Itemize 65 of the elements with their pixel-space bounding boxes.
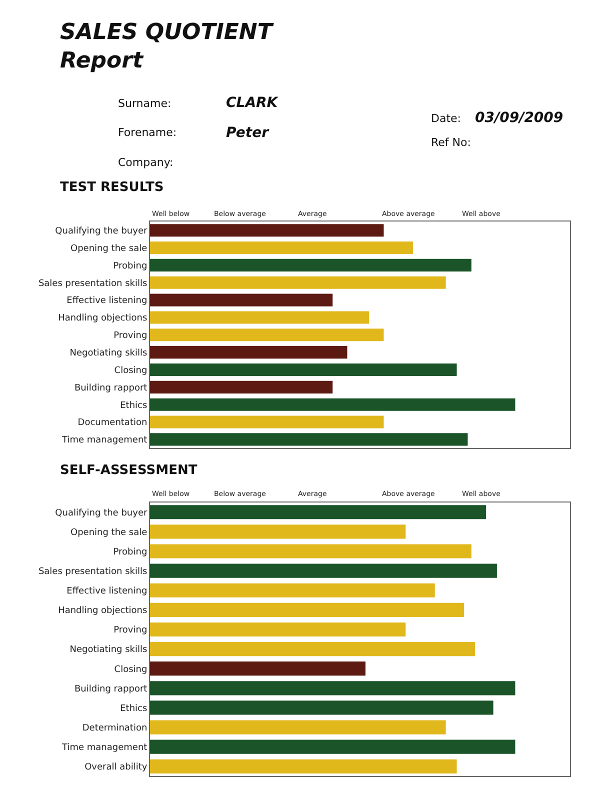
y-tick-label: Opening the sale — [70, 528, 148, 538]
chart-title: TEST RESULTS — [60, 180, 164, 195]
y-tick-label: Negotiating skills — [70, 348, 148, 358]
y-tick-label: Time management — [61, 742, 148, 753]
bar — [150, 544, 472, 558]
y-tick-label: Time management — [61, 436, 148, 446]
text: Forename: — [118, 126, 177, 139]
bar — [150, 524, 406, 539]
bar — [150, 740, 516, 754]
bar — [150, 564, 497, 578]
bar — [150, 622, 406, 637]
y-tick-label: Determination — [82, 723, 148, 734]
text: SALES QUOTIENT Report — [60, 20, 274, 74]
bar — [150, 759, 457, 774]
bar — [150, 700, 494, 715]
y-tick-label: Negotiating skills — [70, 645, 148, 656]
text: CLARK — [226, 95, 279, 111]
bar — [150, 398, 516, 411]
y-tick-label: Probing — [113, 261, 148, 272]
bar — [150, 505, 486, 520]
y-tick-label: Handling objections — [58, 606, 148, 616]
bar — [150, 380, 333, 394]
y-tick-label: Handling objections — [58, 314, 148, 324]
bar — [150, 258, 472, 272]
bar — [150, 720, 446, 734]
y-tick-label: Ethics — [120, 400, 148, 411]
bar — [150, 433, 468, 446]
bar — [150, 276, 446, 289]
chart-title: SELF-ASSESSMENT — [60, 463, 198, 478]
bar — [150, 311, 370, 324]
bar — [150, 416, 384, 428]
y-tick-label: Probing — [113, 547, 148, 558]
bar — [150, 294, 333, 306]
y-tick-label: Qualifying the buyer — [55, 226, 148, 236]
y-tick-label: Building rapport — [74, 383, 148, 394]
y-tick-label: Ethics — [120, 704, 148, 714]
text: 03/09/2009 — [475, 110, 564, 126]
text: Company: — [118, 156, 174, 169]
y-tick-label: Overall ability — [84, 762, 148, 773]
bar — [150, 241, 413, 254]
bar — [150, 583, 435, 598]
y-tick-label: Effective listening — [66, 296, 148, 306]
y-tick-label: Building rapport — [74, 684, 148, 694]
y-tick-label: Closing — [114, 664, 148, 675]
text: Surname: — [118, 97, 172, 110]
y-tick-label: Closing — [114, 366, 148, 376]
text: Ref No: — [431, 136, 471, 149]
y-tick-label: Sales presentation skills — [38, 278, 148, 289]
y-tick-label: Proving — [114, 331, 148, 342]
y-tick-label: Proving — [114, 626, 148, 636]
bar — [150, 363, 457, 376]
bar — [150, 328, 384, 342]
y-tick-label: Effective listening — [66, 586, 148, 597]
bar — [150, 346, 348, 359]
y-tick-label: Opening the sale — [70, 244, 148, 254]
bar — [150, 642, 476, 656]
y-tick-label: Documentation — [78, 418, 148, 428]
bar — [150, 662, 366, 676]
bar — [150, 602, 464, 617]
text: Peter — [226, 125, 270, 141]
bar — [150, 681, 516, 696]
y-tick-label: Qualifying the buyer — [55, 508, 148, 518]
bar — [150, 224, 384, 237]
y-tick-label: Sales presentation skills — [38, 566, 148, 577]
text: Date: — [431, 112, 461, 125]
